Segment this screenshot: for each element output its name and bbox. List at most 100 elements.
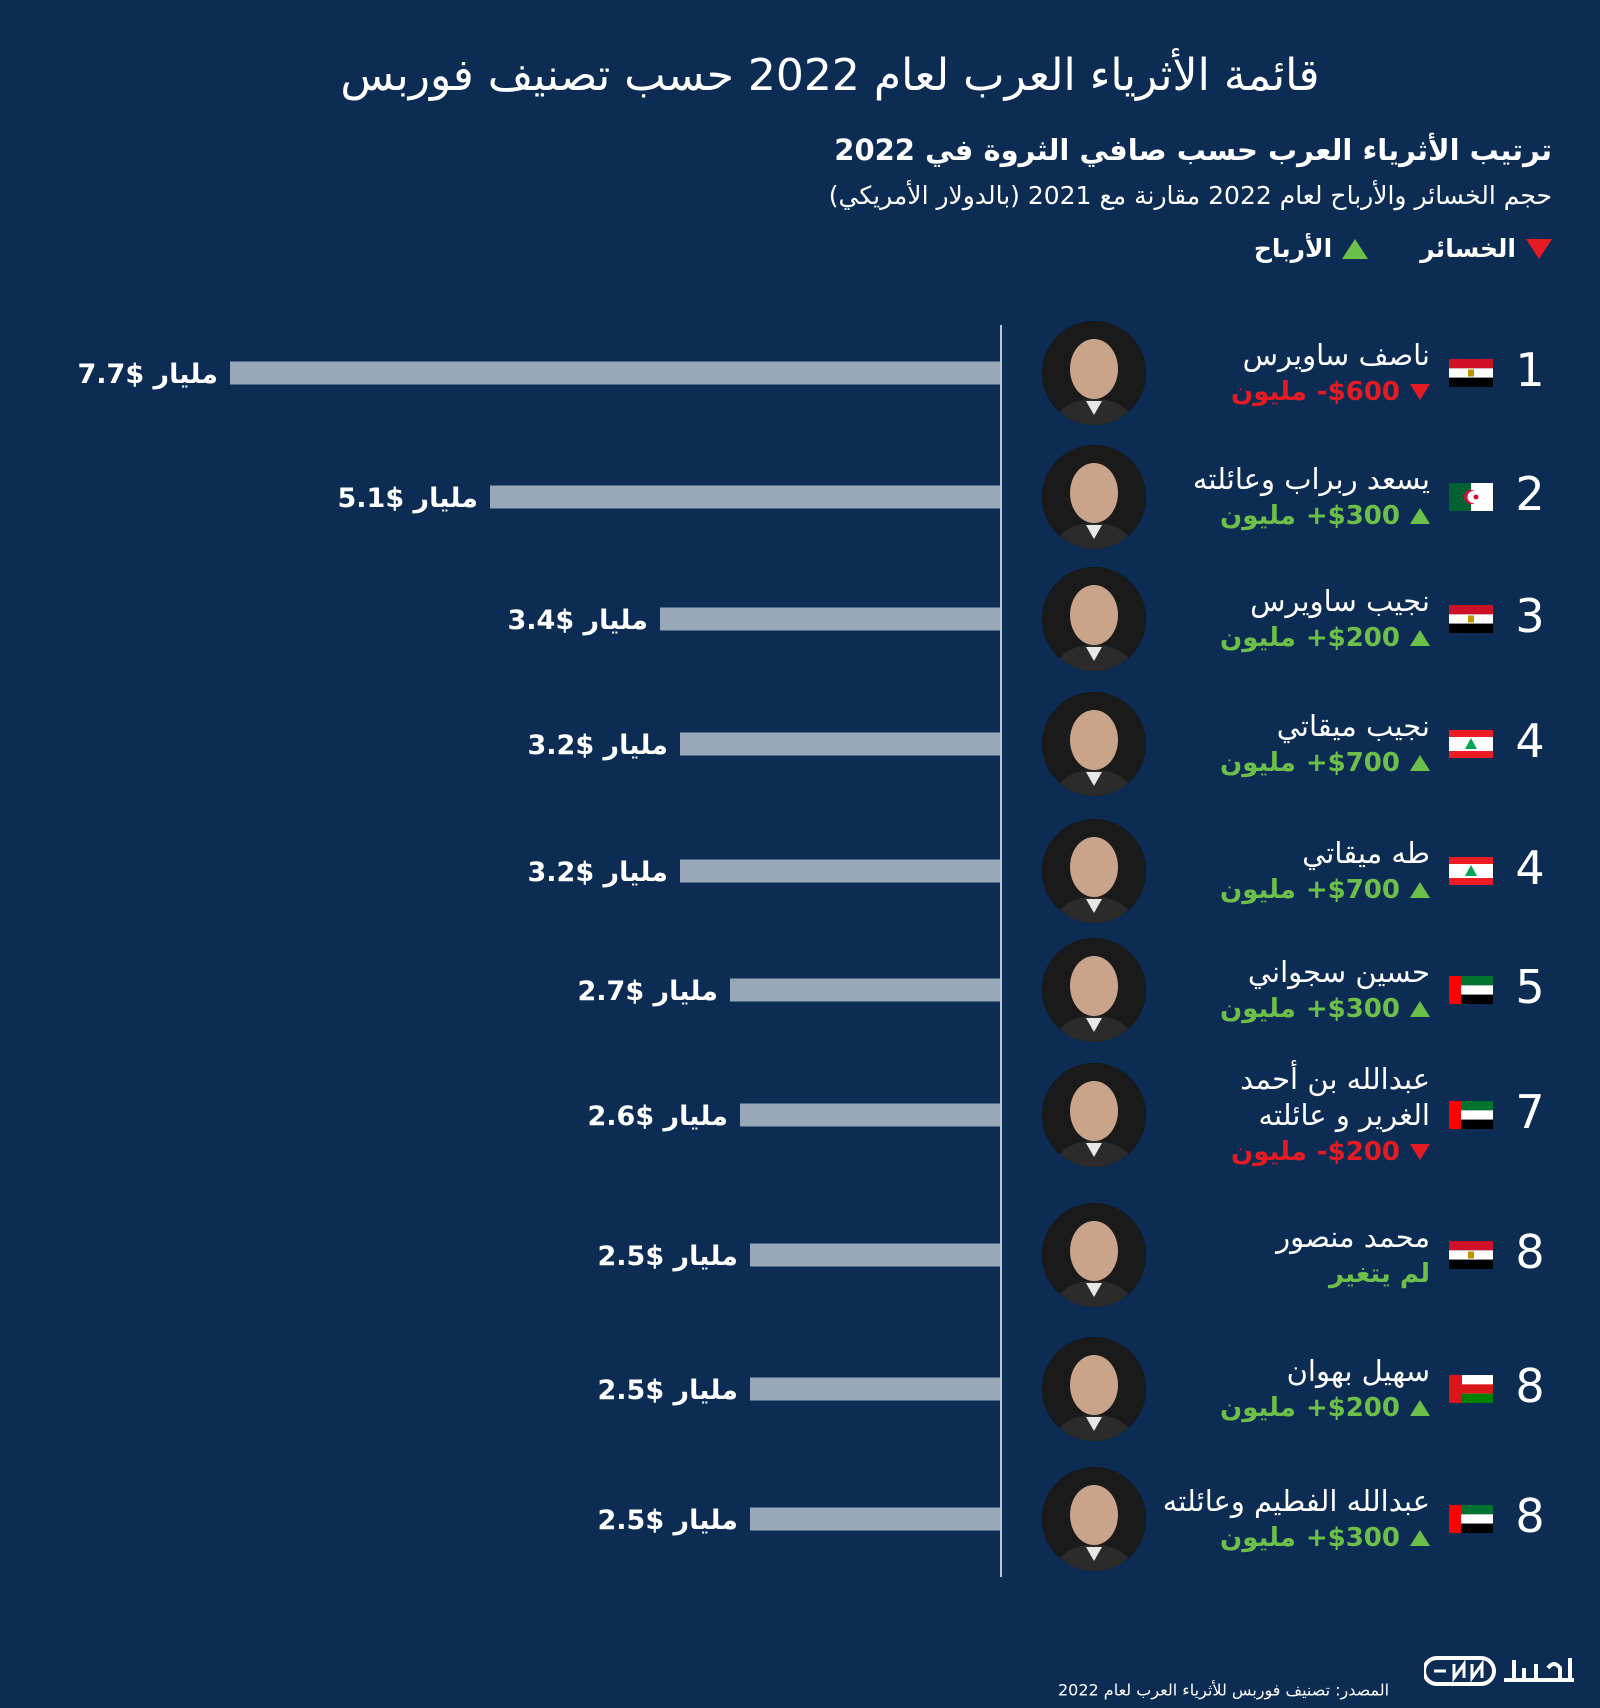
change-amount: +$700 [1305,748,1400,778]
person-name: يسعد ربراب وعائلته [1192,462,1430,496]
bar-value-label-9: مليار $2.5 [598,1375,738,1406]
chart-subtitle: ترتيب الأثرياء العرب حسب صافي الثروة في … [834,133,1552,167]
avatar [1042,692,1146,796]
rank-number: 8 [1515,1359,1545,1413]
avatar [1042,567,1146,671]
wealth-change: مليون +$300 [1050,994,1430,1024]
bar-value-label-8: مليار $2.5 [598,1241,738,1272]
wealth-change: مليون +$200 [1050,1393,1430,1423]
change-amount: +$700 [1305,875,1400,905]
legend-item-losses: الخسائر [1420,234,1552,263]
person-name: حسين سجواني [1247,955,1430,989]
up-triangle-icon [1410,1530,1430,1546]
legend-item-gains: الأرباح [1253,234,1369,263]
avatar [1042,819,1146,923]
up-triangle-icon [1410,630,1430,646]
down-triangle-icon [1410,384,1430,400]
avatar [1042,1467,1146,1571]
bar-8 [750,1243,1000,1267]
change-amount: +$200 [1305,1393,1400,1423]
change-unit: مليون [1231,1137,1307,1167]
legend: الخسائر الأرباح [1254,234,1552,263]
bar-9 [750,1377,1000,1401]
change-unit: مليون [1231,377,1307,407]
person-name: محمد منصور [1276,1220,1430,1254]
wealth-change: مليون +$300 [1050,1523,1430,1553]
person-name: عبدالله الفطيم وعائلته [1162,1484,1430,1518]
person-name: عبدالله بن أحمد الغرير و عائلته [1240,1062,1430,1132]
wealth-change: مليون +$700 [1050,748,1430,778]
bar-5 [680,859,1000,883]
wealth-change: مليون -$200 [1050,1137,1430,1167]
rank-number: 2 [1515,467,1545,521]
change-amount: -$600 [1316,377,1400,407]
avatar [1042,321,1146,425]
person-info: سهيل بهوان مليون +$200 [1050,1353,1430,1423]
page-title: قائمة الأثرياء العرب لعام 2022 حسب تصنيف… [340,50,1320,101]
person-info: حسين سجواني مليون +$300 [1050,954,1430,1024]
down-triangle-icon [1410,1144,1430,1160]
bar-6 [730,978,1000,1002]
change-unit: مليون [1220,994,1296,1024]
person-name: ناصف ساويرس [1242,338,1430,372]
avatar [1042,1337,1146,1441]
person-name: نجيب ساويرس [1250,584,1430,618]
wealth-change: مليون +$200 [1050,623,1430,653]
lebanon-flag-icon [1449,857,1493,885]
rank-number: 5 [1515,960,1545,1014]
uae-flag-icon [1449,1505,1493,1533]
rank-number: 1 [1515,343,1545,397]
chart-description: حجم الخسائر والأرباح لعام 2022 مقارنة مع… [828,181,1552,210]
source-note: المصدر: تصنيف فوربس للأثرياء العرب لعام … [1058,1680,1390,1700]
algeria-flag-icon [1449,483,1493,511]
person-info: طه ميقاتي مليون +$700 [1050,835,1430,905]
bar-value-label-7: مليار $2.6 [588,1101,728,1132]
bar-value-label-1: مليار $7.7 [78,359,218,390]
bar-value-label-6: مليار $2.7 [578,976,718,1007]
up-triangle-icon [1410,755,1430,771]
up-triangle-icon [1342,238,1369,259]
up-triangle-icon [1410,508,1430,524]
legend-label-gains: الأرباح [1253,234,1333,263]
person-info: محمد منصور لم يتغير [1050,1219,1430,1289]
wealth-change: لم يتغير [1050,1259,1430,1289]
change-unit: مليون [1220,1523,1296,1553]
person-info: نجيب ميقاتي مليون +$700 [1050,708,1430,778]
down-triangle-icon [1526,238,1552,259]
change-amount: -$200 [1316,1137,1400,1167]
oman-flag-icon [1449,1375,1493,1403]
change-unit: مليون [1220,1393,1296,1423]
avatar [1042,938,1146,1042]
up-triangle-icon [1410,1001,1430,1017]
avatar [1042,1063,1146,1167]
change-text: لم يتغير [1328,1259,1430,1289]
bar-value-label-3: مليار $3.4 [508,605,648,636]
avatar [1042,1203,1146,1307]
wealth-change: مليون -$600 [1050,377,1430,407]
person-info: ناصف ساويرس مليون -$600 [1050,337,1430,407]
rank-number: 4 [1515,714,1545,768]
rank-number: 7 [1515,1085,1545,1139]
bar-2 [490,485,1000,509]
change-unit: مليون [1220,748,1296,778]
bar-value-label-4: مليار $3.2 [528,730,668,761]
rank-number: 4 [1515,841,1545,895]
person-info: عبدالله الفطيم وعائلته مليون +$300 [1050,1483,1430,1553]
person-name: طه ميقاتي [1302,836,1430,870]
bar-value-label-5: مليار $3.2 [528,857,668,888]
change-amount: +$300 [1305,1523,1400,1553]
egypt-flag-icon [1449,605,1493,633]
rank-number: 8 [1515,1489,1545,1543]
bar-value-label-10: مليار $2.5 [598,1505,738,1536]
change-unit: مليون [1220,623,1296,653]
change-unit: مليون [1220,875,1296,905]
avatar [1042,445,1146,549]
person-name: نجيب ميقاتي [1276,709,1430,743]
egypt-flag-icon [1449,359,1493,387]
change-unit: مليون [1220,501,1296,531]
uae-flag-icon [1449,1101,1493,1129]
change-amount: +$300 [1305,501,1400,531]
lebanon-flag-icon [1449,730,1493,758]
axis-line [1000,325,1002,1577]
